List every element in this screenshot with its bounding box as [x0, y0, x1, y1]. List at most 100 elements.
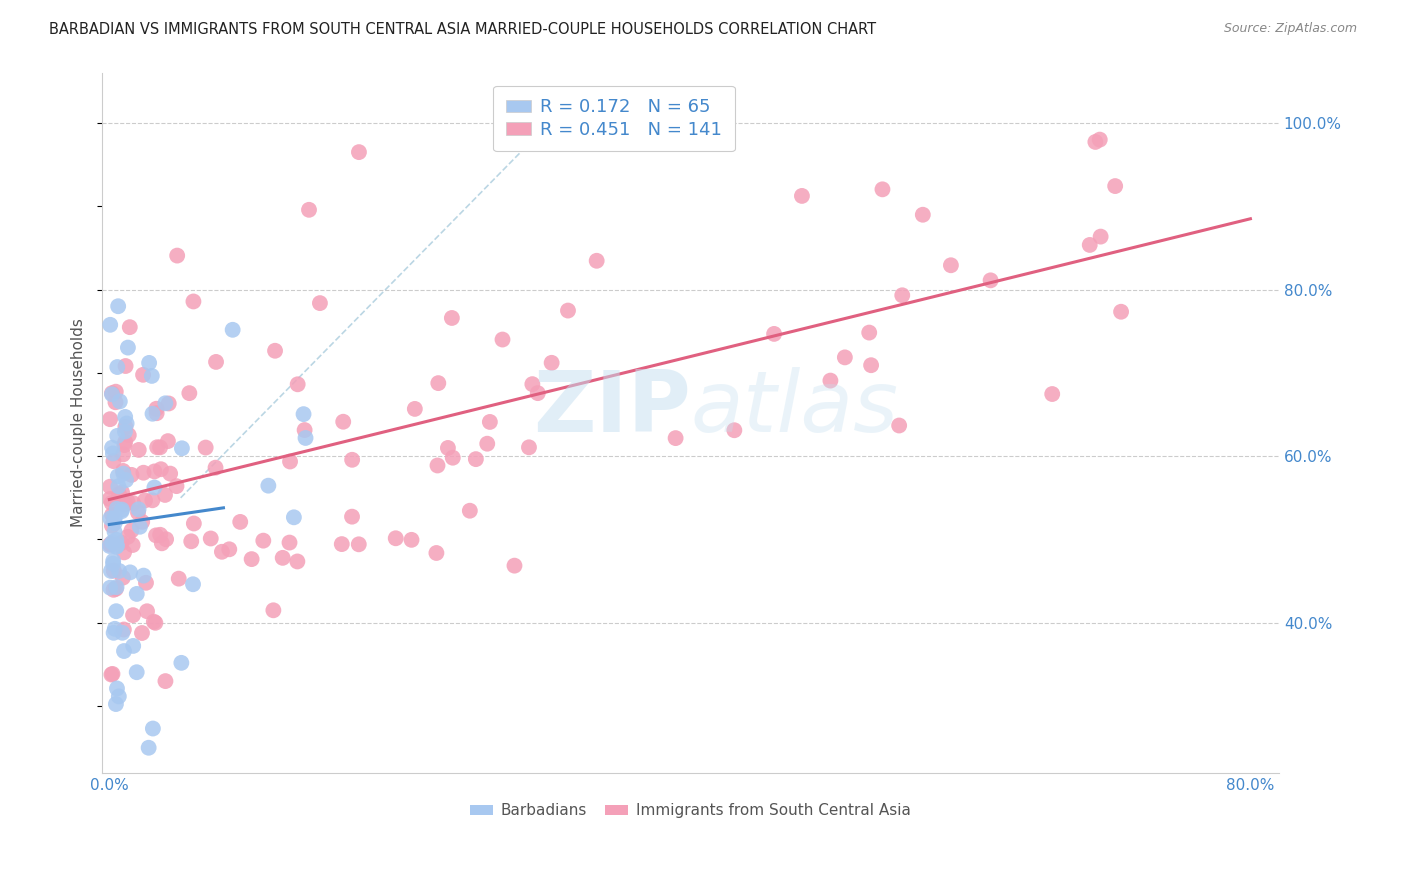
- Point: [384, 531, 406, 545]
- Point: [159, 467, 181, 481]
- Point: [100, 564, 122, 578]
- Y-axis label: Married-couple Households: Married-couple Households: [72, 318, 86, 527]
- Point: [240, 552, 263, 566]
- Point: [292, 407, 315, 421]
- Point: [100, 496, 122, 510]
- Point: [105, 359, 128, 374]
- Point: [145, 406, 167, 420]
- Point: [218, 542, 240, 557]
- Point: [110, 536, 132, 550]
- Point: [138, 740, 160, 755]
- Point: [125, 587, 148, 601]
- Point: [112, 467, 135, 481]
- Point: [114, 409, 136, 424]
- Point: [101, 557, 124, 571]
- Point: [183, 294, 205, 309]
- Point: [112, 644, 135, 658]
- Point: [145, 528, 167, 542]
- Point: [103, 511, 125, 525]
- Point: [98, 511, 121, 525]
- Point: [117, 341, 139, 355]
- Point: [820, 374, 842, 388]
- Point: [911, 208, 934, 222]
- Legend: Barbadians, Immigrants from South Central Asia: Barbadians, Immigrants from South Centra…: [464, 797, 917, 824]
- Point: [194, 441, 217, 455]
- Point: [105, 681, 128, 696]
- Point: [155, 396, 177, 410]
- Point: [141, 493, 163, 508]
- Text: ZIP: ZIP: [533, 368, 690, 450]
- Point: [522, 377, 544, 392]
- Point: [112, 447, 135, 461]
- Point: [104, 697, 127, 711]
- Point: [252, 533, 274, 548]
- Point: [105, 539, 128, 553]
- Point: [180, 534, 202, 549]
- Point: [526, 386, 548, 401]
- Point: [103, 554, 125, 568]
- Point: [149, 528, 172, 542]
- Point: [136, 604, 159, 618]
- Point: [101, 446, 124, 460]
- Point: [98, 581, 121, 595]
- Point: [120, 524, 142, 538]
- Point: [1090, 229, 1112, 244]
- Point: [105, 604, 128, 618]
- Point: [557, 303, 579, 318]
- Point: [134, 493, 156, 508]
- Point: [790, 189, 813, 203]
- Point: [101, 386, 124, 401]
- Point: [122, 639, 145, 653]
- Point: [205, 355, 228, 369]
- Point: [108, 394, 131, 409]
- Point: [101, 518, 124, 533]
- Point: [939, 258, 962, 272]
- Point: [112, 438, 135, 452]
- Text: BARBADIAN VS IMMIGRANTS FROM SOUTH CENTRAL ASIA MARRIED-COUPLE HOUSEHOLDS CORREL: BARBADIAN VS IMMIGRANTS FROM SOUTH CENTR…: [49, 22, 876, 37]
- Point: [98, 538, 121, 552]
- Point: [98, 412, 121, 426]
- Point: [112, 497, 135, 511]
- Point: [131, 626, 153, 640]
- Point: [145, 401, 167, 416]
- Point: [287, 377, 309, 392]
- Point: [128, 502, 150, 516]
- Point: [105, 580, 128, 594]
- Point: [464, 452, 486, 467]
- Point: [347, 537, 370, 551]
- Point: [103, 582, 125, 597]
- Point: [105, 533, 128, 547]
- Point: [105, 501, 128, 516]
- Point: [540, 356, 562, 370]
- Point: [141, 368, 163, 383]
- Text: atlas: atlas: [690, 368, 898, 450]
- Point: [980, 273, 1002, 287]
- Point: [127, 506, 149, 520]
- Point: [427, 376, 450, 391]
- Point: [101, 441, 124, 455]
- Point: [401, 533, 423, 547]
- Point: [278, 535, 301, 549]
- Point: [262, 603, 284, 617]
- Point: [115, 473, 138, 487]
- Point: [100, 537, 122, 551]
- Point: [104, 516, 127, 530]
- Point: [503, 558, 526, 573]
- Point: [309, 296, 332, 310]
- Point: [285, 554, 308, 568]
- Point: [298, 202, 321, 217]
- Point: [585, 253, 607, 268]
- Point: [104, 384, 127, 399]
- Point: [122, 608, 145, 623]
- Point: [146, 440, 169, 454]
- Point: [121, 467, 143, 482]
- Point: [294, 423, 316, 437]
- Point: [330, 537, 353, 551]
- Point: [294, 431, 316, 445]
- Point: [105, 429, 128, 443]
- Point: [665, 431, 688, 445]
- Point: [125, 665, 148, 680]
- Point: [104, 395, 127, 409]
- Point: [112, 623, 135, 637]
- Point: [404, 401, 426, 416]
